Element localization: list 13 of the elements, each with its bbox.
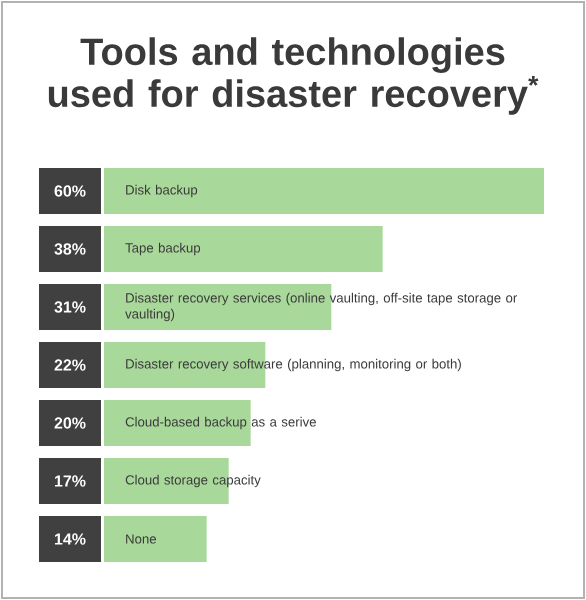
data-label: 22% bbox=[54, 359, 86, 371]
chart-title: Tools and technologies used for disaster recovery$^{*}$ bbox=[48, 37, 539, 115]
bar bbox=[104, 516, 207, 562]
data-label: 60% bbox=[54, 185, 86, 197]
data-label: 20% bbox=[54, 417, 86, 429]
data-label: 38% bbox=[54, 243, 86, 255]
bar bbox=[104, 400, 251, 447]
bar bbox=[104, 226, 383, 273]
bar bbox=[104, 284, 332, 331]
bar bbox=[104, 168, 544, 215]
data-label: 31% bbox=[54, 301, 86, 313]
data-label: 17% bbox=[54, 475, 86, 487]
data-label: 14% bbox=[54, 533, 86, 545]
